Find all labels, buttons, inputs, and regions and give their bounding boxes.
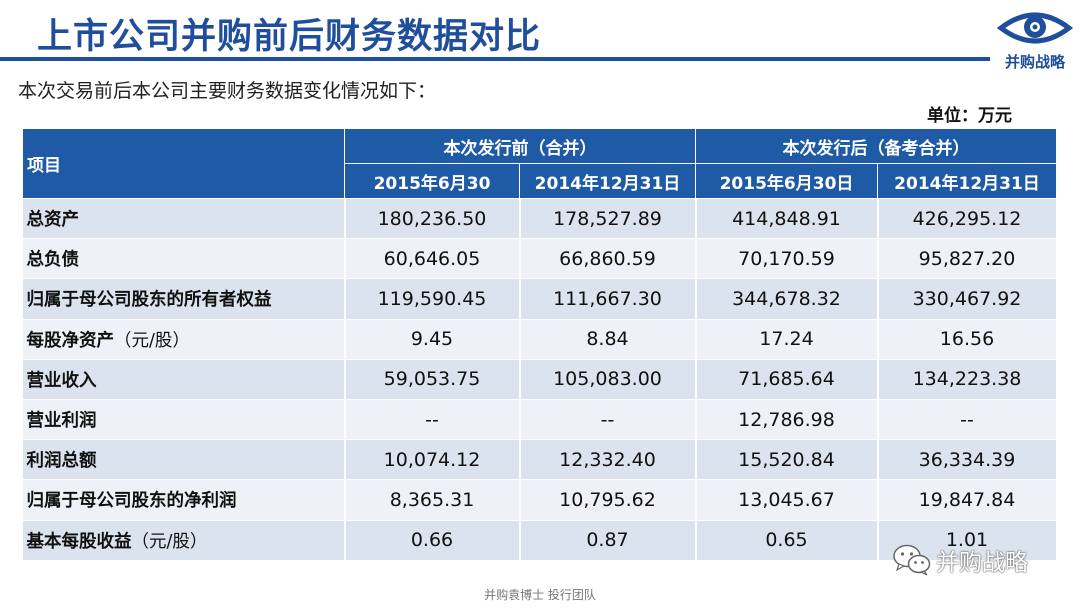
group-header-after: 本次发行后（备考合并） — [695, 128, 1057, 164]
table-cell: 95,827.20 — [877, 238, 1058, 280]
period-header: 2015年6月30日 — [695, 163, 878, 199]
table-row: 归属于母公司股东的净利润 8,365.31 10,795.62 13,045.6… — [22, 479, 1058, 521]
table-row: 利润总额 10,074.12 12,332.40 15,520.84 36,33… — [22, 439, 1058, 481]
table-cell: -- — [877, 399, 1058, 441]
table-cell: -- — [344, 399, 521, 441]
period-header: 2014年12月31日 — [519, 163, 696, 199]
table-row: 基本每股收益（元/股） 0.66 0.87 0.65 1.01 — [22, 520, 1058, 561]
financial-data-table: 项目 本次发行前（合并） 本次发行后（备考合并） 2015年6月30 2014年… — [22, 128, 1058, 561]
table-cell: 8.84 — [519, 319, 697, 360]
row-label: 每股净资产（元/股） — [22, 319, 346, 360]
table-cell: 0.66 — [344, 520, 521, 561]
table-header-row-groups: 项目 本次发行前（合并） 本次发行后（备考合并） — [22, 128, 1057, 199]
row-label: 利润总额 — [22, 439, 346, 481]
row-label: 归属于母公司股东的所有者权益 — [22, 278, 346, 320]
table-cell: 17.24 — [695, 319, 879, 360]
watermark-text: 并购战略 — [936, 550, 1028, 576]
table-cell: 180,236.50 — [344, 198, 521, 240]
period-header: 2014年12月31日 — [877, 163, 1057, 199]
logo-text: 并购战略 — [1004, 53, 1065, 71]
table-cell: 36,334.39 — [877, 439, 1058, 481]
title-bar: 上市公司并购前后财务数据对比 — [0, 0, 1080, 62]
footer-credit: 并购袁博士 投行团队 — [484, 588, 596, 602]
table-cell: 10,795.62 — [519, 479, 697, 521]
table-row: 每股净资产（元/股） 9.45 8.84 17.24 16.56 — [22, 319, 1058, 360]
table-cell: 426,295.12 — [877, 198, 1058, 240]
table-cell: 12,332.40 — [519, 439, 697, 481]
table-row: 归属于母公司股东的所有者权益 119,590.45 111,667.30 344… — [22, 278, 1058, 320]
table-row: 总负债 60,646.05 66,860.59 70,170.59 95,827… — [22, 238, 1058, 280]
table-cell: 134,223.38 — [877, 359, 1058, 400]
table-cell: 0.65 — [695, 520, 879, 561]
table-cell: 119,590.45 — [344, 278, 521, 320]
row-label: 基本每股收益（元/股） — [22, 520, 346, 561]
row-label: 总负债 — [22, 238, 346, 280]
table-cell: 0.87 — [519, 520, 697, 561]
wechat-icon — [893, 544, 931, 576]
table-cell: 9.45 — [344, 319, 521, 360]
brand-logo: 并购战略 — [995, 6, 1075, 71]
row-label: 营业利润 — [22, 399, 346, 441]
table-cell: 178,527.89 — [519, 198, 697, 240]
title-underline — [0, 57, 990, 61]
page-title: 上市公司并购前后财务数据对比 — [37, 17, 542, 57]
table-cell: 70,170.59 — [695, 238, 879, 280]
item-column-header: 项目 — [22, 128, 345, 199]
intro-text: 本次交易前后本公司主要财务数据变化情况如下： — [18, 80, 437, 102]
table-row: 营业利润 -- -- 12,786.98 -- — [22, 399, 1058, 441]
table-cell: 414,848.91 — [695, 198, 879, 240]
table-cell: 1.01 — [877, 520, 1058, 561]
row-label: 总资产 — [22, 198, 346, 240]
table-cell: 344,678.32 — [695, 278, 879, 320]
table-row: 总资产 180,236.50 178,527.89 414,848.91 426… — [22, 198, 1058, 240]
table-cell: 105,083.00 — [519, 359, 697, 400]
table-cell: 111,667.30 — [519, 278, 697, 320]
table-cell: 60,646.05 — [344, 238, 521, 280]
eye-icon — [996, 12, 1074, 44]
table-cell: -- — [519, 399, 697, 441]
table-cell: 71,685.64 — [695, 359, 879, 400]
table-cell: 13,045.67 — [695, 479, 879, 521]
table-row: 营业收入 59,053.75 105,083.00 71,685.64 134,… — [22, 359, 1058, 400]
unit-label: 单位：万元 — [927, 106, 1012, 126]
table-cell: 19,847.84 — [877, 479, 1058, 521]
table-cell: 16.56 — [877, 319, 1058, 360]
table-cell: 12,786.98 — [695, 399, 879, 441]
table-header-row-periods: 2015年6月30 2014年12月31日 2015年6月30日 2014年12… — [23, 163, 1057, 199]
table-cell: 8,365.31 — [344, 479, 521, 521]
row-label: 营业收入 — [22, 359, 346, 400]
table-cell: 15,520.84 — [695, 439, 879, 481]
period-header: 2015年6月30 — [344, 163, 520, 199]
table-cell: 10,074.12 — [344, 439, 521, 481]
wechat-watermark: 并购战略 — [892, 540, 1028, 580]
table-cell: 330,467.92 — [877, 278, 1058, 320]
group-header-before: 本次发行前（合并） — [344, 128, 696, 164]
table-cell: 59,053.75 — [344, 359, 521, 400]
table-cell: 66,860.59 — [519, 238, 697, 280]
row-label: 归属于母公司股东的净利润 — [22, 479, 346, 521]
